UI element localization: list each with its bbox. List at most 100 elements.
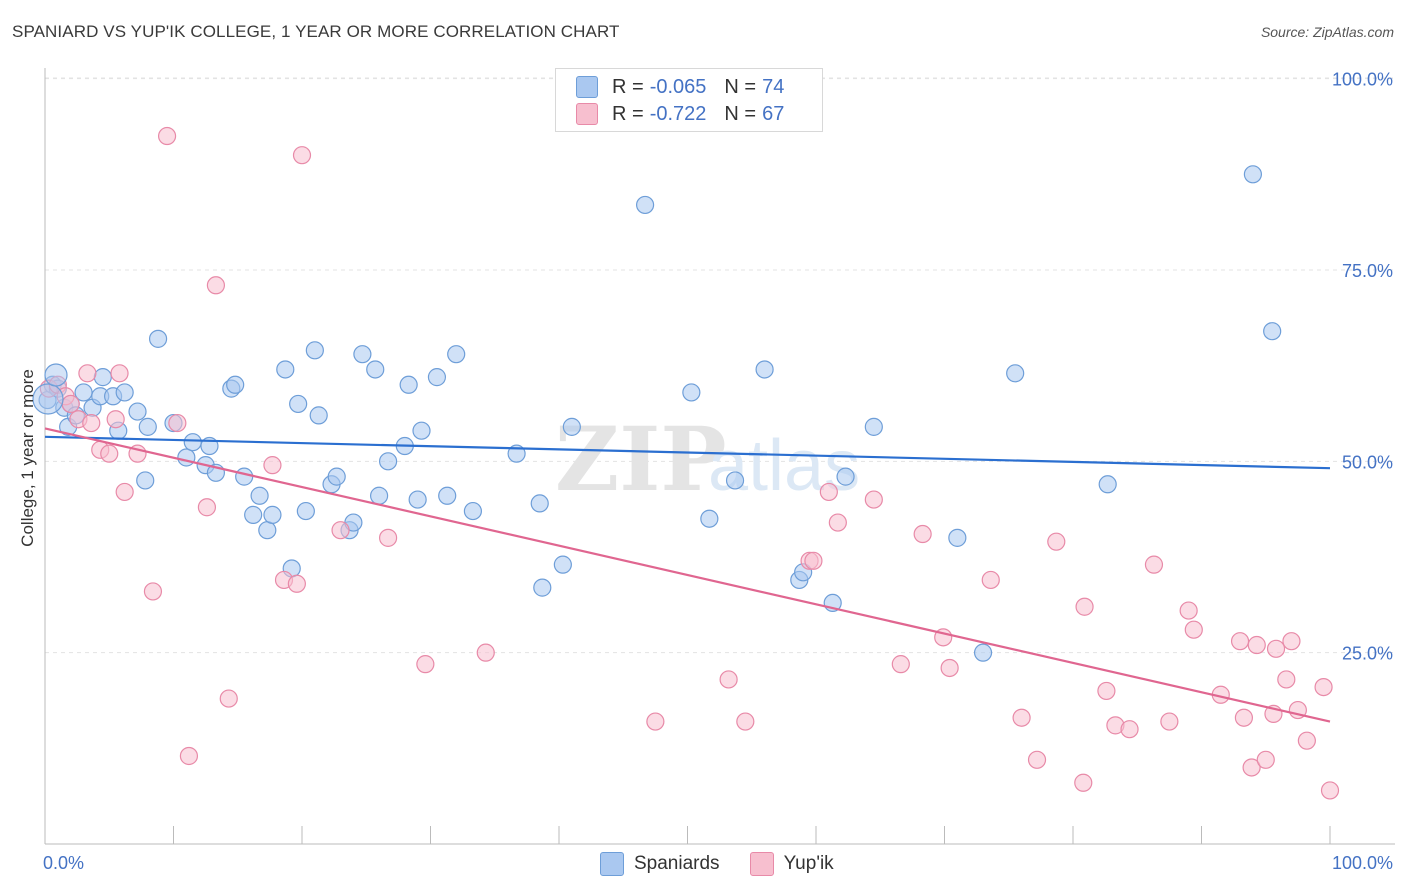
grid-lines [45,77,1395,654]
yupik-point [206,276,226,295]
spaniard-point [836,467,855,486]
bottom-legend: Spaniards Yup'ik [600,852,864,876]
spaniard-point [226,375,245,394]
trend-lines [44,427,1331,723]
yupik-point [78,364,97,383]
yupik-point [1160,712,1179,731]
yupik-point [1234,708,1254,727]
spaniard-point [370,486,389,505]
spaniard-point [177,448,196,467]
yupik-point [646,712,665,731]
yupik-point [110,364,129,383]
legend-r-label: R = [612,75,644,98]
bottom-legend-swatch-yupik [749,852,774,876]
yupik-point [263,456,282,475]
spaniard-point [276,360,295,379]
yupik-point [1179,601,1198,620]
legend-row-spaniards: R = -0.065 N = 74 [576,75,784,99]
yupik-point [913,524,932,544]
yupik-point [804,551,823,570]
spaniard-point [353,345,372,364]
yupik-point [1247,635,1266,655]
tick-labels: 25.0% 50.0% 75.0% 100.0% 0.0% 100.0% [43,70,1393,873]
yupik-point [1230,632,1250,651]
spaniard-point [864,417,883,436]
y-axis-label: College, 1 year or more [18,369,37,547]
yupik-point [331,521,350,540]
yupik-point [476,643,495,662]
bottom-legend-swatch-spaniards [600,852,624,876]
spaniard-point [128,402,147,421]
yupik-point [61,394,80,414]
yupik-point [1277,670,1296,689]
spaniard-point [1006,364,1025,383]
yupik-point [179,746,199,766]
yupik-point [1184,620,1203,639]
yupik-point [1027,750,1047,769]
bottom-legend-item-spaniards[interactable]: Spaniards [600,852,720,876]
spaniard-point [682,383,701,402]
spaniard-point [183,433,202,452]
spaniard-point [305,341,324,360]
legend-n-label: N = [724,75,757,98]
yupik-point [1314,677,1333,697]
yupik-point [292,146,312,165]
spaniard-point [378,452,398,471]
spaniard-point [263,505,282,524]
spaniard-point [93,368,112,387]
spaniard-point [463,501,483,521]
x-tick-label: 0.0% [43,853,84,873]
legend-n-value: 74 [762,75,785,98]
bottom-legend-item-yupik[interactable]: Yup'ik [749,852,834,876]
yupik-trend-line [44,427,1331,723]
yupik-point [197,498,217,517]
yupik-point [1297,731,1316,750]
legend-swatch-yupik [576,103,598,125]
yupik-point [378,528,398,547]
chart-title: SPANIARD VS YUP'IK COLLEGE, 1 YEAR OR MO… [12,22,620,41]
spaniard-point [244,505,263,524]
spaniard-point [973,643,993,662]
yupik-point [157,126,177,146]
spaniard-point [635,195,655,215]
yupik-point [143,582,163,601]
yupik-point [828,513,847,532]
spaniard-point [399,375,418,394]
spaniard-point [412,421,431,440]
y-tick-label: 25.0% [1342,644,1393,664]
spaniard-point [258,521,277,540]
yupik-point [287,574,306,593]
spaniard-point [755,360,774,379]
spaniard-point [530,494,549,513]
yupik-point [1144,555,1164,574]
spaniard-point [327,467,346,486]
yupik-point [1075,597,1094,616]
bottom-legend-label: Yup'ik [783,853,834,874]
axes [44,68,1395,845]
spaniard-point [700,509,719,528]
spaniard-point [235,467,254,486]
spaniard-point [115,383,134,402]
x-tick-label: 100.0% [1332,853,1393,873]
legend-n-label: N = [724,102,757,125]
spaniard-point [447,345,466,364]
yupik-point [416,655,435,674]
y-tick-label: 100.0% [1332,70,1393,90]
legend-r-value: -0.722 [649,102,707,125]
data-points [32,126,1340,800]
legend-n-value: 67 [762,102,785,125]
legend-r-value: -0.065 [649,75,707,98]
spaniard-point [1098,475,1117,494]
spaniard-point [1263,322,1282,341]
yupik-point [115,482,134,502]
yupik-point [82,413,101,433]
yupik-point [1097,681,1116,701]
yupik-point [891,655,910,674]
spaniard-point [427,368,447,387]
yupik-point [100,444,119,463]
spaniard-point [948,528,967,547]
yupik-point [736,712,755,731]
watermark-zip: ZIP [555,407,727,511]
spaniard-point-large [44,363,68,387]
